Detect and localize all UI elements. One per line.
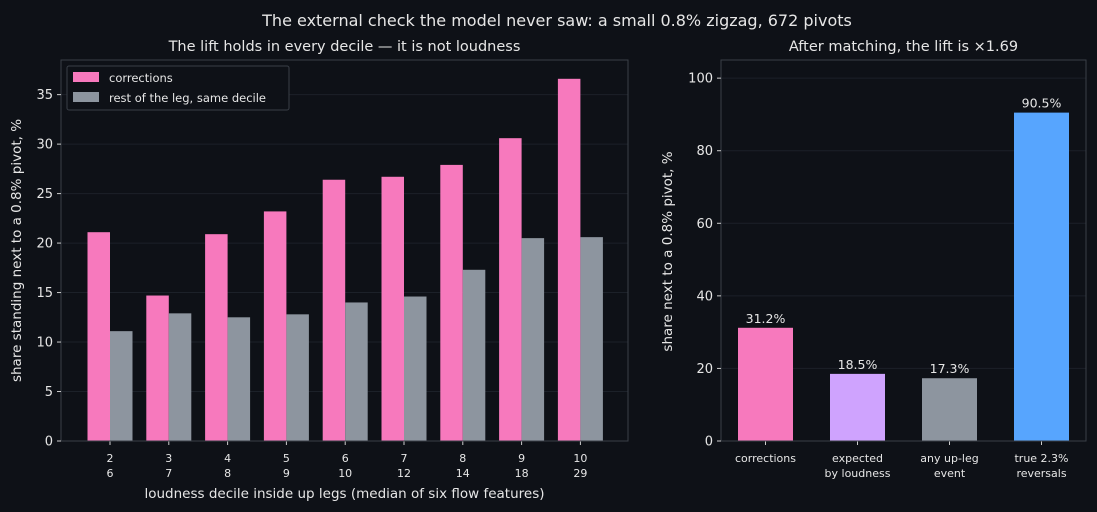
y-tick-label: 15 [36,286,53,301]
bar-rest [110,331,133,441]
left-chart-title: The lift holds in every decile — it is n… [168,39,521,55]
x-tick-sublabel: 6 [107,467,114,480]
bar-rest [345,302,368,441]
x-tick-label: 9 [518,452,525,465]
x-tick-label: by loudness [825,467,891,480]
legend-label-rest: rest of the leg, same decile [109,91,266,105]
bar-corrections [205,234,228,441]
bar-value-label: 18.5% [838,357,878,372]
left-x-axis-label: loudness decile inside up legs (median o… [144,486,544,502]
x-tick-label: 5 [283,452,290,465]
bar-0 [738,327,793,441]
x-tick-sublabel: 29 [573,467,587,480]
bar-value-label: 31.2% [746,311,786,326]
x-tick-sublabel: 8 [224,467,231,480]
y-tick-label: 30 [36,138,53,153]
y-tick-label: 0 [705,435,713,450]
y-tick-label: 100 [688,72,713,87]
x-tick-label: 6 [342,452,349,465]
x-tick-label: 3 [165,452,172,465]
y-tick-label: 25 [36,187,53,202]
bar-rest [227,317,251,441]
bar-rest [521,238,545,441]
right-y-axis-label: share next to a 0.8% pivot, % [660,151,676,351]
x-tick-label: true 2.3% [1014,452,1068,465]
x-tick-label: any up-leg [920,452,978,465]
y-tick-label: 5 [45,385,53,400]
x-tick-label: 10 [573,452,587,465]
legend: corrections rest of the leg, same decile [66,65,290,111]
right-chart-panel: 31.2% corrections 18.5% expected by loudness… [660,39,1087,480]
bar-corrections [146,295,169,441]
bar-2 [922,378,977,441]
bar-corrections [557,78,581,441]
y-tick-label: 10 [36,336,53,351]
bar-corrections [322,179,346,441]
bar-rest [462,269,486,441]
left-chart-panel: 2 6 3 7 4 8 5 9 6 10 7 12 8 14 9 18 10 29 0 5 10 15 20 25 30 35 Th… [9,39,629,502]
x-tick-label: expected [832,452,883,465]
bar-corrections [440,164,463,442]
bar-rest [286,314,309,441]
x-tick-sublabel: 18 [515,467,529,480]
x-tick-sublabel: 14 [456,467,470,480]
axes-frame [60,59,629,442]
figure-suptitle: The external check the model never saw: … [261,11,852,30]
legend-swatch-rest [73,92,99,102]
axes-frame [720,59,1087,442]
bar-1 [830,373,885,441]
bar-value-label: 90.5% [1022,96,1062,111]
y-tick-label: 0 [45,435,53,450]
x-tick-label: corrections [735,452,796,465]
bar-3 [1014,112,1069,441]
bar-corrections [381,176,404,441]
y-tick-label: 80 [696,144,713,159]
x-tick-label: reversals [1016,467,1066,480]
legend-label-corrections: corrections [109,71,173,85]
bar-rest [580,237,603,441]
x-tick-sublabel: 12 [397,467,411,480]
y-tick-label: 20 [696,362,713,377]
x-tick-label: event [934,467,966,480]
x-tick-sublabel: 7 [165,467,172,480]
x-tick-sublabel: 10 [338,467,352,480]
bar-corrections [87,232,110,441]
bar-rest [404,296,427,441]
y-tick-label: 60 [696,217,713,232]
x-tick-label: 7 [401,452,408,465]
x-tick-label: 4 [224,452,231,465]
x-tick-sublabel: 9 [283,467,290,480]
legend-box [66,65,290,111]
legend-swatch-corrections [73,72,99,82]
right-chart-title: After matching, the lift is ×1.69 [789,39,1018,55]
bar-corrections [263,211,287,441]
y-tick-label: 20 [36,237,53,252]
y-tick-label: 35 [36,88,53,103]
bar-value-label: 17.3% [930,361,970,376]
x-tick-label: 8 [459,452,466,465]
bar-rest [168,313,192,441]
bar-corrections [499,138,522,442]
x-tick-label: 2 [107,452,114,465]
left-y-axis-label: share standing next to a 0.8% pivot, % [9,119,25,382]
y-tick-label: 40 [696,289,713,304]
